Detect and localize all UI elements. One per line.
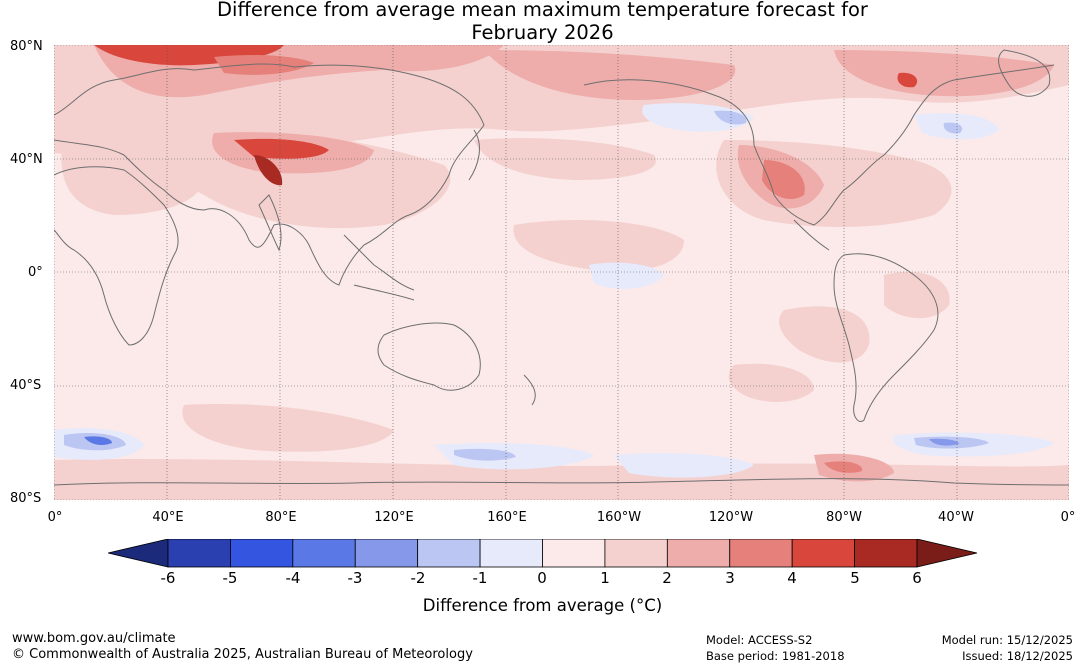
footer-model-run: Model run: 15/12/2025 xyxy=(941,633,1073,647)
anomaly-map xyxy=(54,45,1069,500)
lat-label-40s: 40°S xyxy=(10,378,42,393)
footer-model: Model: ACCESS-S2 xyxy=(706,633,813,647)
title-line-1: Difference from average mean maximum tem… xyxy=(217,0,868,21)
colorbar-bin xyxy=(666,539,731,568)
lat-label-80s: 80°S xyxy=(10,491,42,506)
colorbar-tick-label: 1 xyxy=(600,569,610,587)
colorbar-tick-label: 6 xyxy=(912,569,922,587)
anomaly-cool-ne-pacific-core xyxy=(714,110,747,125)
colorbar-bin xyxy=(417,539,481,568)
anomaly-hot-antarctic xyxy=(824,461,863,473)
colorbar-bin xyxy=(604,539,668,568)
lon-label-120w: 120°W xyxy=(708,510,754,525)
colorbar-bin xyxy=(479,539,543,568)
anomaly-cool-hudson-core xyxy=(943,122,963,134)
colorbar xyxy=(108,539,978,568)
lat-label-80n: 80°N xyxy=(10,39,43,54)
colorbar-tick-label: 2 xyxy=(662,569,672,587)
coast-se-asia xyxy=(343,234,415,301)
footer-issued: Issued: 18/12/2025 xyxy=(962,649,1073,663)
anomaly-hot-tibet-core xyxy=(234,138,329,159)
colorbar-tick-label: -5 xyxy=(222,569,238,587)
colorbar-tick-label: 4 xyxy=(787,569,797,587)
colorbar-tick-label: -1 xyxy=(472,569,488,587)
footer-base-period: Base period: 1981-2018 xyxy=(706,649,845,663)
coast-south-america xyxy=(833,253,939,422)
lon-label-80w: 80°W xyxy=(826,510,862,525)
anomaly-warm-se-pacific xyxy=(728,363,814,402)
anomaly-cool-s-indian-strong xyxy=(84,436,112,445)
anomaly-hot-karakoram xyxy=(254,155,283,186)
lat-label-equator: 0° xyxy=(28,265,43,280)
coast-india xyxy=(258,194,282,252)
colorbar-tick-label: -6 xyxy=(160,569,176,587)
footer-copyright: © Commonwealth of Australia 2025, Austra… xyxy=(12,647,473,662)
colorbar-tick-label: -3 xyxy=(347,569,363,587)
colorbar-bin xyxy=(542,539,606,568)
colorbar-bin xyxy=(167,539,231,568)
colorbar-low-extend xyxy=(108,539,169,568)
coast-greenland xyxy=(998,49,1051,97)
coastlines xyxy=(54,49,1069,486)
anomaly-warm-n-africa xyxy=(61,131,206,215)
anomaly-cool-ne-pacific xyxy=(642,103,754,132)
title-line-2: February 2026 xyxy=(471,21,614,44)
colorbar-bins xyxy=(167,539,918,568)
lat-label-40n: 40°N xyxy=(10,152,43,167)
graticule xyxy=(54,45,1069,500)
anomaly-warm-s-america xyxy=(779,306,870,363)
colorbar-tick-label: 5 xyxy=(850,569,860,587)
chart-title: Difference from average mean maximum tem… xyxy=(0,0,1085,44)
footer-url: www.bom.gov.au/climate xyxy=(12,631,176,646)
colorbar-bin xyxy=(292,539,356,568)
anomaly-warm-southern-ocean xyxy=(54,458,1069,500)
colorbar-bin xyxy=(729,539,793,568)
lon-label-160w: 160°W xyxy=(596,510,642,525)
colorbar-bin xyxy=(854,539,918,568)
anomaly-hot-canada-spot xyxy=(897,72,918,88)
anomaly-warm-s-indian xyxy=(182,404,394,452)
lon-label-40e: 40°E xyxy=(152,510,184,525)
lon-label-160e: 160°E xyxy=(487,510,527,525)
colorbar-tick-label: -4 xyxy=(285,569,301,587)
colorbar-high-extend xyxy=(916,539,978,568)
anomaly-cool-s-pacific-core xyxy=(454,448,516,461)
anomaly-warm-siberia xyxy=(484,50,736,100)
anomaly-warm-s-atlantic xyxy=(884,271,950,319)
coast-africa xyxy=(54,166,179,346)
anomaly-warm-s-pacific xyxy=(513,220,684,272)
lon-label-120e: 120°E xyxy=(374,510,414,525)
coast-eurasia xyxy=(54,63,485,286)
lon-label-80e: 80°E xyxy=(265,510,297,525)
anomaly-cool-eq-pacific xyxy=(589,262,664,289)
colorbar-tick-label: -2 xyxy=(410,569,426,587)
lon-label-0-east: 0° xyxy=(1060,510,1076,525)
lon-label-40w: 40°W xyxy=(938,510,974,525)
anomaly-hot-kara xyxy=(214,55,314,75)
colorbar-title: Difference from average (°C) xyxy=(422,596,663,615)
coast-japan xyxy=(468,129,480,181)
lon-label-0: 0° xyxy=(47,510,63,525)
colorbar-tick-label: 0 xyxy=(537,569,547,587)
coast-antarctica xyxy=(54,478,1069,486)
colorbar-bin xyxy=(230,539,294,568)
coast-north-america xyxy=(583,64,1055,226)
anomaly-shading xyxy=(54,45,1069,500)
coast-australia xyxy=(377,322,481,391)
anomaly-cool-weddell-strong xyxy=(929,438,959,446)
colorbar-tick-label: 3 xyxy=(725,569,735,587)
colorbar-bin xyxy=(791,539,855,568)
coast-new-zealand xyxy=(523,374,536,406)
coast-central-america xyxy=(793,219,830,251)
anomaly-cool-amundsen xyxy=(614,453,754,478)
colorbar-bin xyxy=(354,539,419,568)
